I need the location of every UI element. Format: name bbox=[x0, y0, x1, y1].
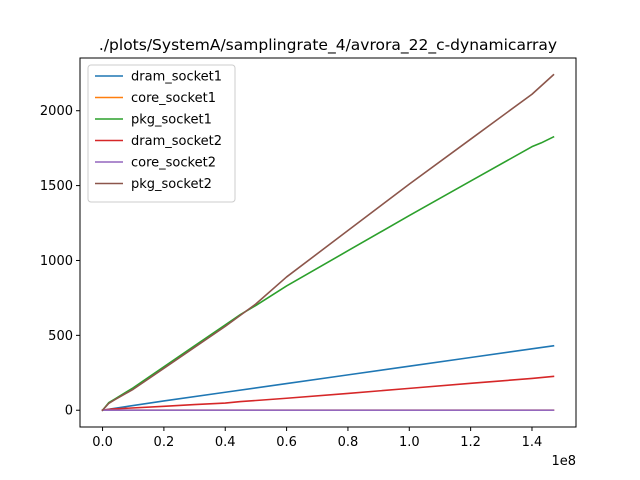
series-line-dram_socket2 bbox=[101, 375, 555, 412]
legend-box bbox=[87, 64, 236, 203]
legend-label-pkg_socket1: pkg_socket1 bbox=[131, 113, 212, 128]
x-tick-label: 0.0 bbox=[92, 435, 113, 450]
x-offset-label: 1e8 bbox=[551, 454, 576, 469]
x-tick-label: 0.8 bbox=[338, 435, 359, 450]
x-tick-label: 0.6 bbox=[276, 435, 297, 450]
y-axis: 0 500 1000 1500 2000 bbox=[40, 104, 80, 419]
series-line-pkg_socket2 bbox=[101, 73, 555, 412]
series-layer bbox=[101, 73, 555, 412]
x-axis: 0.0 0.2 0.4 0.6 0.8 1.0 1.2 1.4 bbox=[92, 427, 542, 450]
chart-title: ./plots/SystemA/samplingrate_4/avrora_22… bbox=[99, 36, 557, 55]
y-tick-label: 1500 bbox=[40, 179, 73, 194]
y-tick-label: 500 bbox=[48, 329, 73, 344]
y-tick-label: 2000 bbox=[40, 104, 73, 119]
x-tick-label: 1.4 bbox=[522, 435, 543, 450]
y-tick-label: 1000 bbox=[40, 254, 73, 269]
x-tick-label: 1.2 bbox=[460, 435, 481, 450]
x-tick-label: 1.0 bbox=[399, 435, 420, 450]
axes-frame bbox=[79, 57, 577, 428]
x-tick-label: 0.4 bbox=[215, 435, 236, 450]
series-line-dram_socket1 bbox=[101, 344, 555, 412]
legend-label-dram_socket2: dram_socket2 bbox=[131, 134, 222, 149]
legend-label-core_socket2: core_socket2 bbox=[131, 156, 216, 171]
x-tick-label: 0.2 bbox=[154, 435, 175, 450]
legend-label-dram_socket1: dram_socket1 bbox=[131, 70, 222, 85]
legend-label-pkg_socket2: pkg_socket2 bbox=[131, 177, 212, 192]
y-tick-label: 0 bbox=[65, 404, 73, 419]
legend: dram_socket1 core_socket1 pkg_socket1 dram_… bbox=[87, 64, 236, 203]
legend-label-core_socket1: core_socket1 bbox=[131, 91, 216, 106]
